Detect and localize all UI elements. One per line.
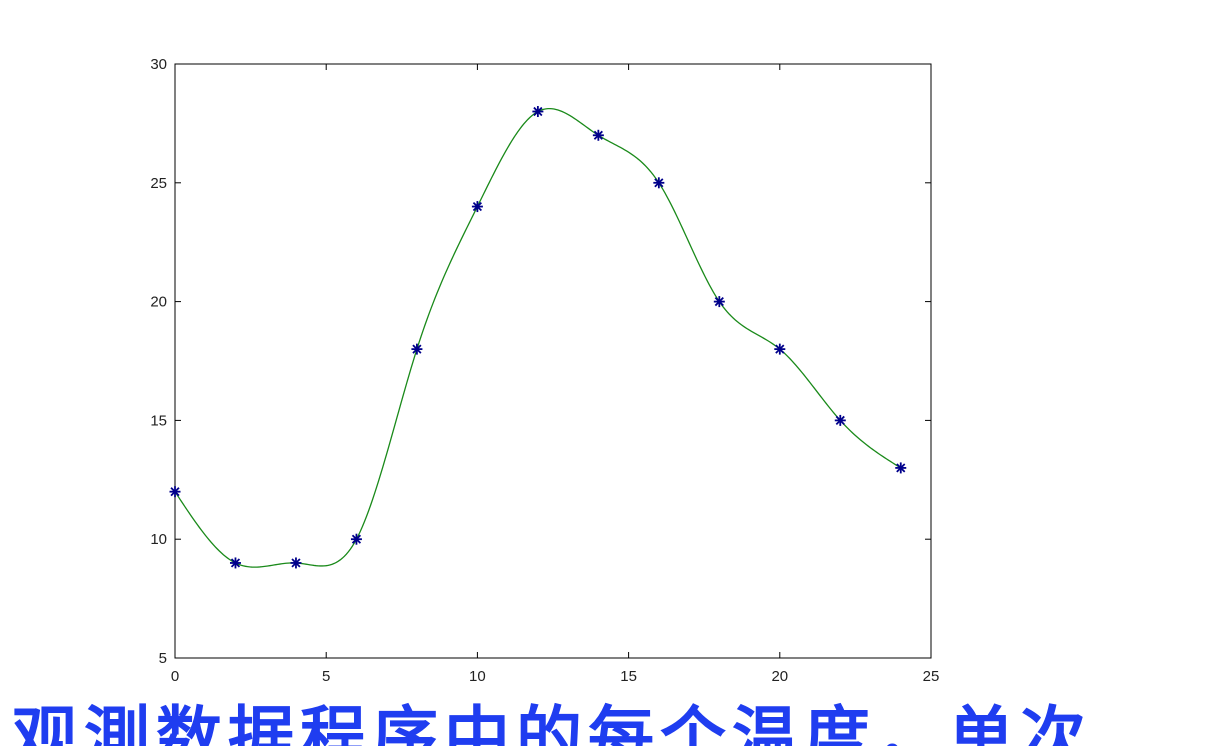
marker-stroke (170, 487, 180, 497)
data-point-marker (532, 106, 544, 118)
data-point-marker (895, 462, 907, 474)
y-tick-labels: 5 10 15 20 25 30 (150, 56, 167, 667)
y-tick-label: 5 (159, 650, 167, 667)
marker-stroke (291, 558, 301, 568)
y-tick-label: 10 (150, 531, 167, 548)
x-tick-label: 5 (322, 668, 330, 685)
marker-stroke (472, 201, 482, 212)
marker-stroke (230, 558, 241, 568)
y-tick-label: 20 (150, 294, 167, 311)
marker-stroke (533, 106, 543, 117)
marker-stroke (775, 344, 785, 354)
data-point-marker (653, 177, 665, 189)
data-point-marker (290, 557, 302, 569)
plot-area (174, 63, 932, 659)
data-point-marker (774, 343, 786, 355)
data-point-marker (713, 296, 725, 308)
caption-text: 观測数据程序中的每个温度，单次 (12, 699, 1092, 746)
marker-stroke (835, 415, 845, 425)
axis-ticks (174, 63, 932, 659)
x-tick-label: 0 (171, 668, 179, 685)
marker-stroke (593, 130, 603, 140)
x-tick-label: 20 (771, 668, 788, 685)
data-point-marker (169, 486, 181, 498)
x-tick-label: 10 (469, 668, 486, 685)
data-point-marker (592, 129, 604, 141)
x-tick-label: 15 (620, 668, 637, 685)
marker-stroke (714, 297, 724, 307)
data-markers (169, 106, 907, 569)
x-tick-labels: 0 5 10 15 20 25 (171, 668, 940, 685)
y-tick-label: 25 (150, 175, 167, 192)
x-tick-label: 25 (923, 668, 940, 685)
data-point-marker (834, 414, 846, 426)
data-point-marker (350, 533, 362, 545)
y-tick-label: 15 (150, 412, 167, 429)
data-point-marker (471, 201, 483, 213)
marker-stroke (896, 463, 906, 473)
marker-stroke (654, 178, 664, 188)
marker-stroke (351, 534, 362, 544)
y-tick-label: 30 (150, 56, 167, 73)
marker-stroke (412, 344, 422, 354)
data-point-marker (411, 343, 423, 355)
data-point-marker (229, 557, 241, 569)
